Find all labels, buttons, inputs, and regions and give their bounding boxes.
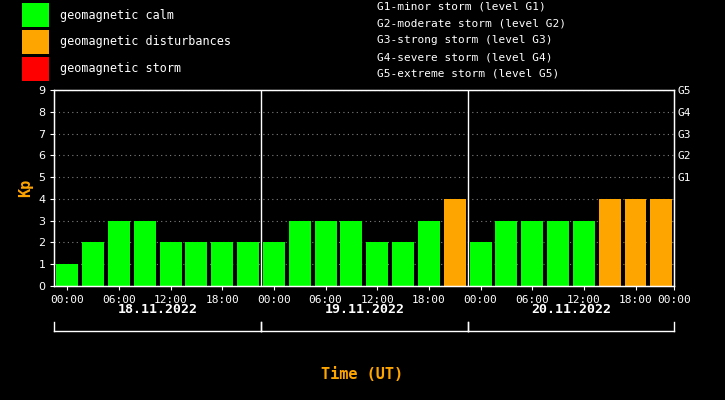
Text: G1-minor storm (level G1): G1-minor storm (level G1): [377, 2, 546, 12]
Bar: [392, 242, 414, 286]
Bar: [211, 242, 233, 286]
Text: G5-extreme storm (level G5): G5-extreme storm (level G5): [377, 69, 559, 79]
Text: Time (UT): Time (UT): [321, 367, 404, 382]
Text: G2-moderate storm (level G2): G2-moderate storm (level G2): [377, 18, 566, 28]
Bar: [289, 221, 311, 286]
Bar: [237, 242, 259, 286]
Bar: [650, 199, 672, 286]
Text: geomagnetic storm: geomagnetic storm: [60, 62, 181, 75]
Bar: [495, 221, 518, 286]
Text: G3-strong storm (level G3): G3-strong storm (level G3): [377, 35, 552, 45]
Text: geomagnetic disturbances: geomagnetic disturbances: [60, 36, 231, 48]
Bar: [547, 221, 569, 286]
Bar: [521, 221, 543, 286]
Text: G4-severe storm (level G4): G4-severe storm (level G4): [377, 52, 552, 62]
Text: 18.11.2022: 18.11.2022: [117, 303, 198, 316]
Bar: [599, 199, 621, 286]
Bar: [108, 221, 130, 286]
Text: 20.11.2022: 20.11.2022: [531, 303, 611, 316]
Y-axis label: Kp: Kp: [17, 179, 33, 197]
Bar: [22, 57, 49, 81]
Bar: [186, 242, 207, 286]
Bar: [57, 264, 78, 286]
Bar: [22, 3, 49, 27]
Bar: [22, 30, 49, 54]
Bar: [160, 242, 181, 286]
Bar: [82, 242, 104, 286]
Bar: [263, 242, 285, 286]
Bar: [341, 221, 362, 286]
Bar: [470, 242, 492, 286]
Bar: [134, 221, 156, 286]
Text: 19.11.2022: 19.11.2022: [324, 303, 405, 316]
Bar: [573, 221, 594, 286]
Bar: [418, 221, 440, 286]
Text: geomagnetic calm: geomagnetic calm: [60, 9, 174, 22]
Bar: [315, 221, 336, 286]
Bar: [444, 199, 465, 286]
Bar: [624, 199, 647, 286]
Bar: [366, 242, 388, 286]
